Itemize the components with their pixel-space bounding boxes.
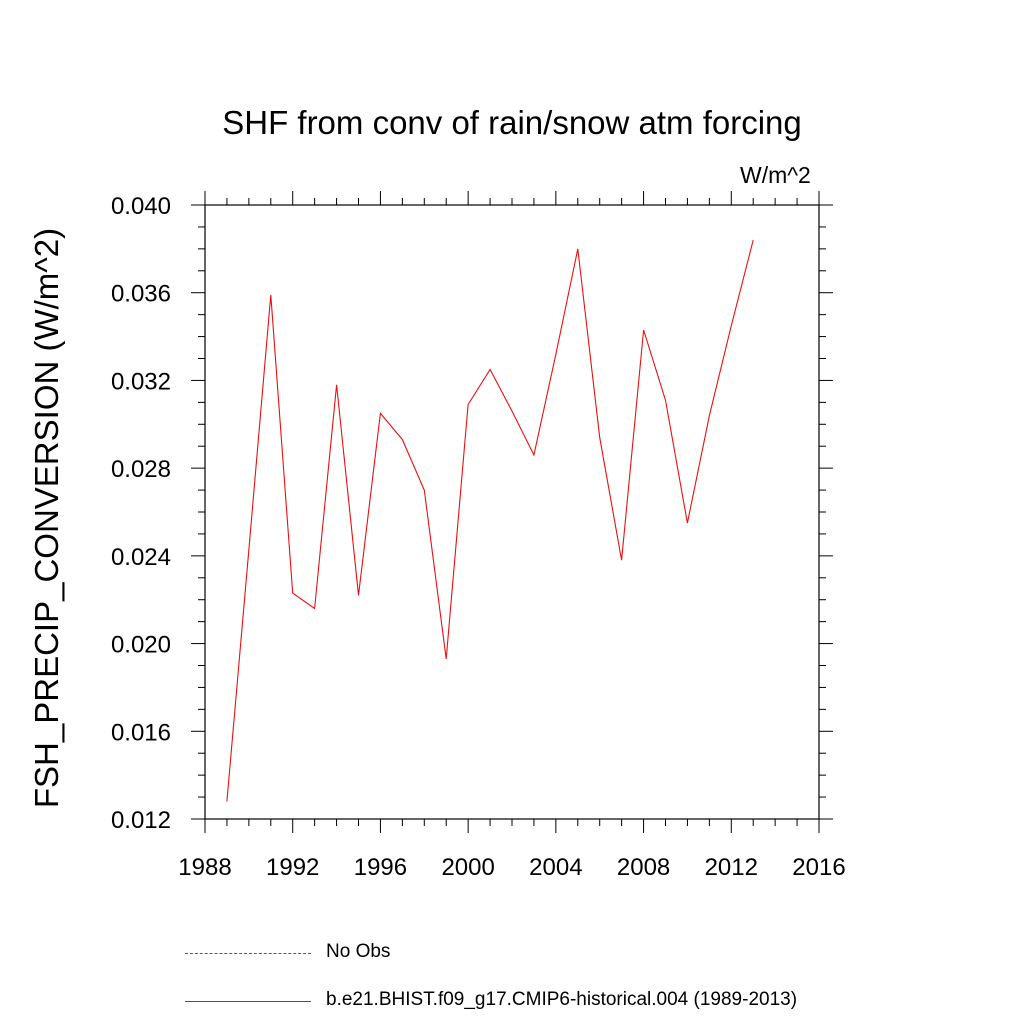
x-tick-label: 2016 (792, 854, 845, 881)
legend-swatch-dashed (185, 953, 311, 954)
legend-label: No Obs (326, 941, 391, 962)
x-tick-label: 1988 (178, 854, 231, 881)
legend-label: b.e21.BHIST.f09_g17.CMIP6-historical.004… (326, 989, 798, 1010)
x-tick-label: 2008 (617, 854, 670, 881)
y-tick-label: 0.028 (111, 456, 171, 483)
series-line (226, 239, 754, 802)
x-tick-label: 2012 (705, 854, 758, 881)
y-tick-label: 0.016 (111, 719, 171, 746)
y-tick-label: 0.024 (111, 544, 171, 571)
y-tick-label: 0.036 (111, 281, 171, 308)
x-tick-label: 2000 (441, 854, 494, 881)
units-label: W/m^2 (740, 162, 811, 188)
plot-frame (204, 204, 820, 820)
x-tick-label: 2004 (529, 854, 582, 881)
series-layer (226, 239, 754, 802)
axis-ticks (191, 191, 833, 833)
y-tick-label: 0.012 (111, 807, 171, 834)
legend-swatch-solid (185, 1001, 311, 1002)
chart-title: SHF from conv of rain/snow atm forcing (222, 104, 802, 141)
x-tick-label: 1996 (354, 854, 407, 881)
y-tick-label: 0.020 (111, 632, 171, 659)
axis-tick-labels: 1988 1992 1996 2000 2004 2008 2012 2016 0.012 0.0… (111, 193, 846, 881)
y-tick-label: 0.040 (111, 193, 171, 220)
y-tick-label: 0.032 (111, 368, 171, 395)
y-axis-label: FSH_PRECIP_CONVERSION (W/m^2) (28, 227, 65, 809)
x-tick-label: 1992 (266, 854, 319, 881)
